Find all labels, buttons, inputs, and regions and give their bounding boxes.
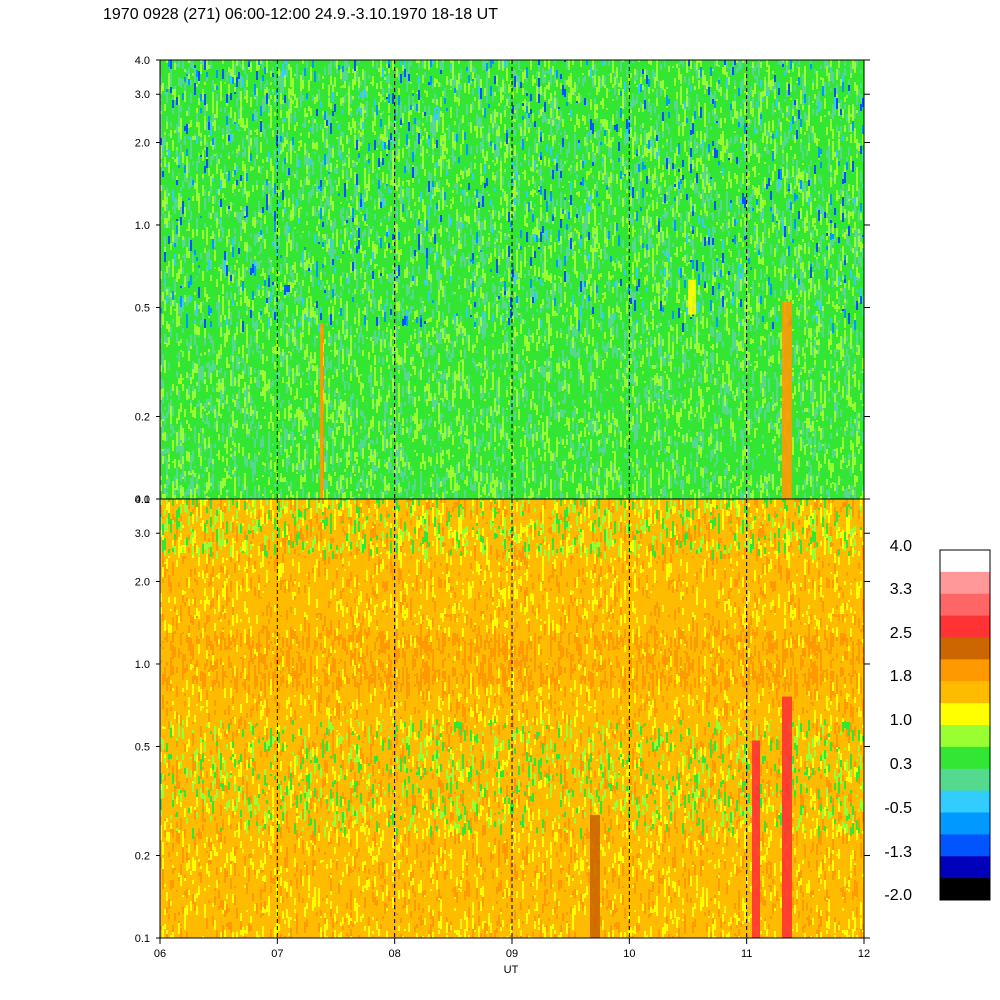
upper-panel: 4.03.02.01.00.50.20.1 [135, 55, 870, 506]
y-tick-label: 3.0 [135, 89, 150, 101]
x-tick-label: 11 [741, 948, 752, 960]
x-tick-label: 08 [389, 948, 401, 960]
y-tick-label: 1.0 [135, 220, 150, 232]
x-tick-label: 09 [506, 948, 518, 960]
x-axis: 06 07 08 09 10 11 12 [154, 938, 870, 960]
y-tick-label: 2.0 [135, 576, 150, 588]
y-tick-label: 3.0 [135, 528, 150, 540]
y-tick-label: 2.0 [135, 137, 150, 149]
y-tick-label: 0.5 [135, 741, 150, 753]
x-axis-label: UT [504, 964, 519, 976]
x-tick-label: 10 [623, 948, 635, 960]
x-tick-label: 06 [154, 948, 166, 960]
y-tick-label: 0.5 [135, 302, 150, 314]
y-tick-label: 0.2 [135, 851, 150, 863]
y-tick-label: 1.0 [135, 659, 150, 671]
x-tick-label: 12 [858, 948, 870, 960]
y-tick-label: 4.0 [135, 55, 150, 67]
y-tick-label: 0.1 [135, 933, 150, 945]
x-tick-label: 07 [271, 948, 283, 960]
y-tick-label: 4.0 [135, 494, 150, 506]
lower-panel: 4.0 3.0 2.0 1.0 0.5 0.2 0.1 [135, 494, 870, 945]
y-tick-label: 0.2 [135, 412, 150, 424]
